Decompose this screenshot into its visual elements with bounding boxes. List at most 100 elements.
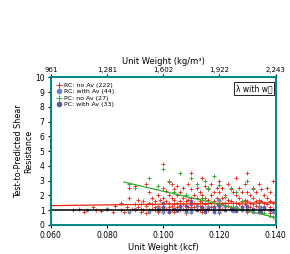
Point	[237, 196, 241, 200]
Point	[209, 193, 213, 197]
Point	[273, 212, 278, 216]
Point	[161, 196, 165, 200]
Point	[192, 205, 196, 209]
Point	[150, 207, 154, 211]
Point	[242, 202, 247, 206]
Point	[150, 196, 154, 200]
Point	[183, 208, 188, 212]
Point	[251, 207, 255, 211]
Point	[265, 196, 269, 200]
Point	[245, 199, 250, 203]
Point	[189, 210, 193, 214]
Point	[150, 202, 154, 206]
Point	[161, 201, 165, 205]
Point	[256, 208, 261, 212]
Point	[206, 208, 211, 212]
Point	[178, 199, 182, 203]
Point	[234, 201, 238, 205]
Point	[256, 201, 261, 205]
Legend: RC: no Av (222), RC: with Av (44), PC: no Av (27), PC: with Av (33): RC: no Av (222), RC: with Av (44), PC: n…	[54, 81, 116, 109]
Y-axis label: Test-to-Predicted Shear
Resistance: Test-to-Predicted Shear Resistance	[14, 104, 33, 198]
Point	[195, 207, 199, 211]
Point	[113, 204, 118, 208]
Point	[231, 205, 236, 209]
Point	[240, 204, 244, 208]
Point	[270, 215, 275, 219]
Point	[256, 210, 261, 214]
Point	[189, 199, 193, 203]
Point	[262, 205, 267, 209]
Point	[273, 208, 278, 212]
Point	[99, 209, 104, 213]
Point	[152, 205, 157, 209]
Point	[256, 198, 261, 202]
Point	[217, 211, 222, 215]
Point	[152, 208, 157, 212]
Point	[220, 196, 224, 200]
Point	[183, 204, 188, 208]
Point	[85, 208, 90, 212]
Point	[256, 182, 261, 186]
Point	[228, 199, 233, 203]
Point	[169, 182, 174, 186]
Point	[178, 171, 182, 175]
Point	[135, 205, 140, 209]
Point	[172, 198, 177, 202]
Point	[253, 190, 258, 194]
Point	[223, 201, 227, 205]
Point	[203, 207, 208, 211]
Point	[197, 204, 202, 208]
Point	[234, 176, 238, 180]
Point	[248, 205, 253, 209]
Point	[183, 193, 188, 197]
Point	[228, 186, 233, 190]
Point	[183, 204, 188, 208]
Point	[217, 199, 222, 203]
Point	[203, 196, 208, 200]
Point	[155, 210, 160, 214]
Point	[155, 193, 160, 197]
Point	[220, 207, 224, 211]
Point	[217, 179, 222, 183]
Point	[231, 207, 236, 211]
Point	[245, 205, 250, 209]
Point	[195, 196, 199, 200]
Point	[166, 208, 171, 212]
Point	[183, 208, 188, 212]
Point	[189, 196, 193, 200]
Point	[251, 187, 255, 192]
Point	[175, 193, 180, 197]
Point	[262, 206, 267, 210]
Point	[144, 182, 148, 186]
Point	[147, 208, 151, 212]
Point	[273, 193, 278, 197]
Point	[180, 202, 185, 206]
Point	[259, 210, 264, 214]
Point	[127, 196, 132, 200]
Point	[180, 186, 185, 190]
Point	[240, 205, 244, 209]
Point	[259, 208, 264, 212]
Point	[270, 201, 275, 205]
Point	[211, 208, 216, 212]
Point	[237, 186, 241, 190]
Point	[175, 208, 180, 212]
Point	[209, 201, 213, 205]
Point	[172, 207, 177, 211]
Point	[206, 207, 211, 211]
Point	[183, 193, 188, 197]
Point	[141, 199, 146, 203]
Point	[122, 210, 126, 214]
Point	[144, 204, 148, 208]
Point	[147, 176, 151, 180]
Point	[161, 208, 165, 212]
Point	[161, 186, 165, 190]
Point	[147, 201, 151, 205]
Point	[251, 210, 255, 214]
X-axis label: Unit Weight (kcf): Unit Weight (kcf)	[128, 243, 198, 252]
Point	[133, 186, 137, 190]
Point	[183, 210, 188, 214]
Point	[234, 193, 238, 197]
Point	[211, 208, 216, 212]
Point	[200, 205, 205, 209]
